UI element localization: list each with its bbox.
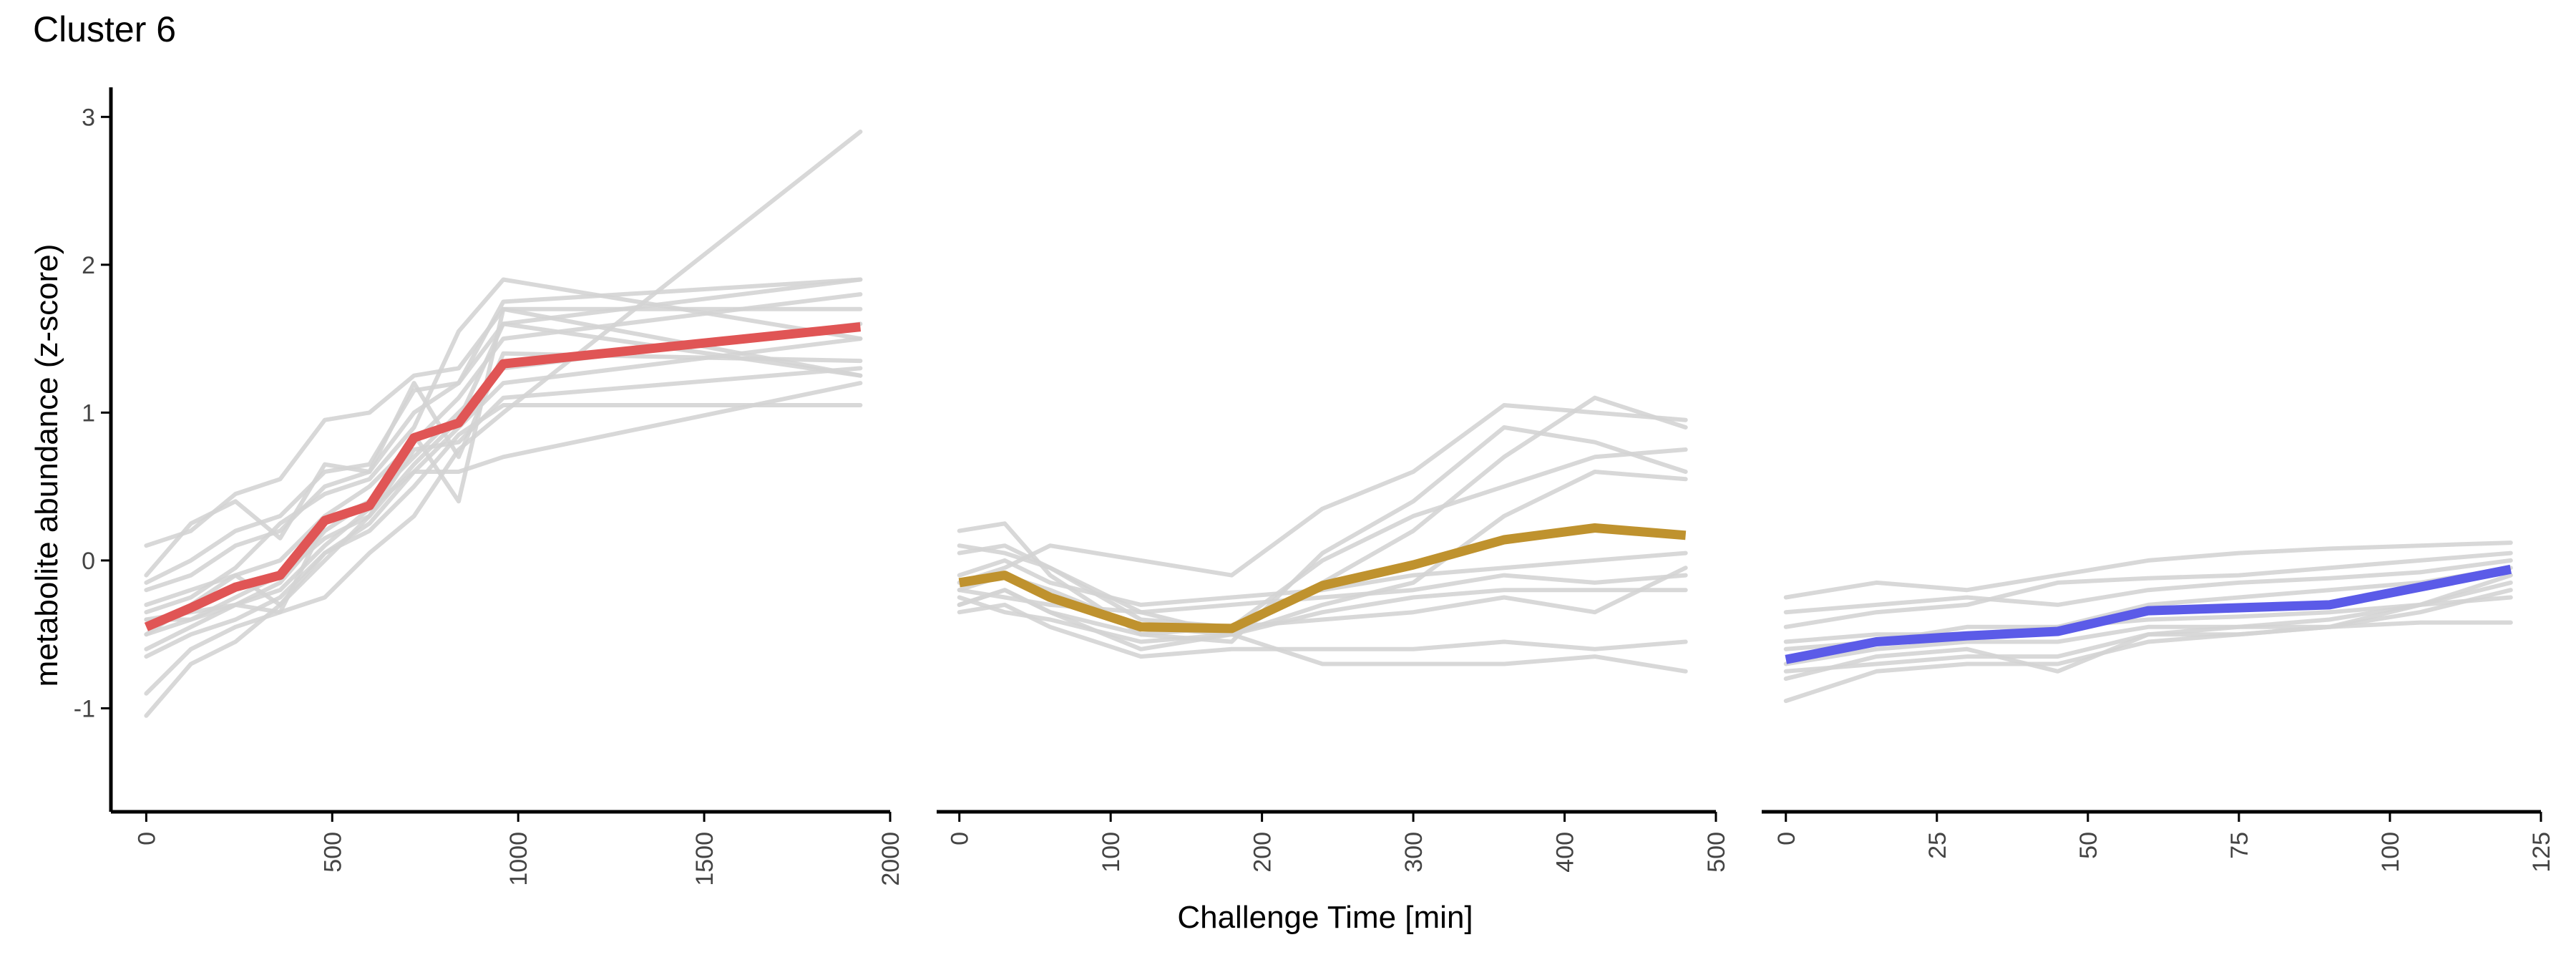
x-tick-label-right-1: 25 (1924, 832, 1951, 859)
chart-title: Cluster 6 (33, 9, 176, 49)
background-line-right-3 (1783, 551, 2513, 629)
x-tick-label-left-0: 0 (133, 832, 160, 845)
panel-middle: 0 100 200 300 400 500 (937, 395, 1730, 873)
background-line-left-3 (144, 336, 863, 651)
background-line-left-13 (144, 321, 863, 637)
x-tick-label-right-0: 0 (1773, 832, 1800, 845)
x-tick-label-middle-2: 200 (1249, 832, 1277, 873)
panel-right: 0 25 50 75 100 125 (1762, 540, 2555, 873)
background-line-right-7 (1783, 620, 2513, 666)
x-tick-label-left-1: 500 (319, 832, 346, 873)
background-line-right-2 (1783, 588, 2513, 704)
x-axis-label: Challenge Time [min] (1177, 900, 1473, 935)
background-line-right-9 (1783, 566, 2513, 644)
background-line-left-11 (144, 403, 863, 659)
highlight-line-right (1785, 564, 2512, 664)
panel-left: 0 500 1000 1500 2000 -1 0 1 2 3 (74, 87, 904, 886)
highlight-line-middle (958, 523, 1687, 634)
background-line-left-6 (144, 306, 863, 548)
background-line-middle-7 (957, 602, 1688, 659)
background-line-right-1 (1783, 540, 2513, 600)
x-tick-label-middle-4: 400 (1552, 832, 1579, 873)
x-tick-label-right-3: 75 (2226, 832, 2253, 859)
panels: 0 500 1000 1500 2000 -1 0 1 2 3 0 100 200 300 400 500 0 2… (74, 87, 2555, 886)
x-tick-label-middle-3: 300 (1400, 832, 1428, 873)
x-tick-label-right-5: 125 (2528, 832, 2555, 873)
background-line-left-4 (144, 277, 863, 593)
y-tick-label-3: 2 (82, 252, 95, 279)
y-tick-label-1: 0 (82, 548, 95, 575)
x-tick-label-right-4: 100 (2377, 832, 2404, 873)
background-line-middle-10 (957, 447, 1688, 629)
y-axis-label: metabolite abundance (z-score) (29, 244, 64, 687)
background-line-middle-11 (957, 566, 1688, 637)
x-tick-label-left-4: 2000 (877, 832, 904, 886)
y-tick-label-2: 1 (82, 399, 95, 427)
background-line-middle-2 (957, 425, 1688, 644)
background-line-left-12 (144, 351, 863, 578)
x-tick-label-right-2: 50 (2075, 832, 2102, 859)
highlight-line-left (144, 322, 862, 631)
background-line-left-8 (144, 130, 863, 696)
y-tick-label-0: -1 (74, 695, 95, 722)
y-tick-label-4: 3 (82, 104, 95, 131)
x-tick-label-left-2: 1000 (505, 832, 532, 886)
x-tick-label-middle-5: 500 (1703, 832, 1730, 873)
x-tick-label-middle-1: 100 (1098, 832, 1125, 873)
x-tick-label-left-3: 1500 (691, 832, 718, 886)
background-line-right-8 (1783, 573, 2513, 674)
x-tick-label-middle-0: 0 (947, 832, 974, 845)
background-line-right-6 (1783, 558, 2513, 615)
background-line-left-10 (144, 277, 863, 615)
